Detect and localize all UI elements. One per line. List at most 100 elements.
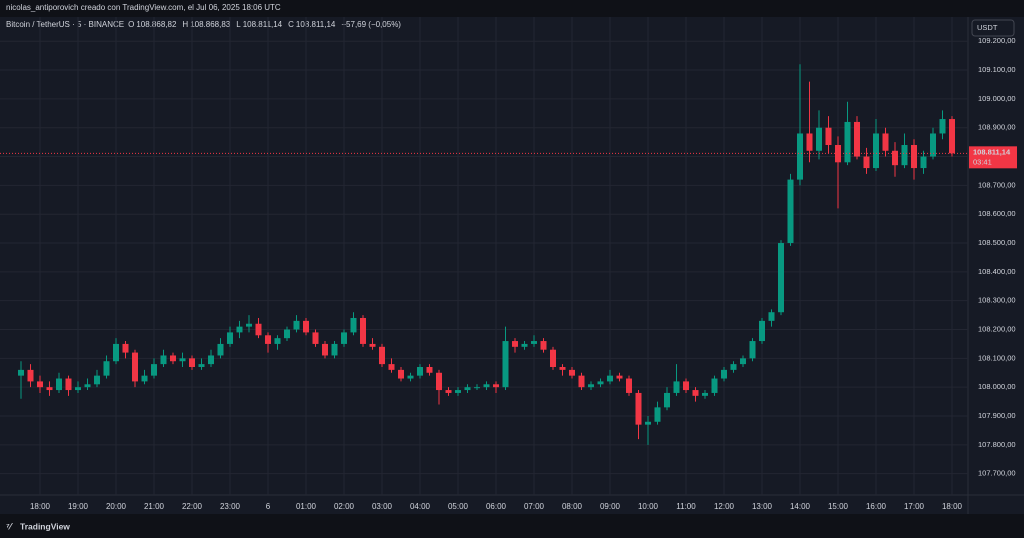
candle-body: [103, 361, 110, 376]
last-price-label: 108.811,14: [973, 147, 1011, 156]
candle-body: [208, 355, 214, 365]
x-tick-label: 23:00: [220, 502, 241, 511]
currency-button[interactable]: [971, 19, 1015, 37]
candle-body: [740, 358, 746, 365]
candle-body: [759, 320, 765, 342]
candle-body: [797, 133, 803, 180]
legend-c-key: C: [288, 20, 294, 29]
candle-body: [474, 387, 480, 389]
x-tick-label: 14:00: [790, 502, 811, 511]
candle-body: [122, 343, 129, 353]
y-tick-label: 108.500,00: [978, 238, 1016, 247]
x-tick-label: 10:00: [638, 502, 659, 511]
candle-body: [531, 341, 537, 344]
candle-body: [445, 390, 452, 393]
x-tick-label: 19:00: [68, 502, 89, 511]
x-tick-label: 09:00: [600, 502, 621, 511]
candle-body: [607, 375, 613, 382]
x-tick-label: 17:00: [904, 502, 925, 511]
candle-body: [873, 133, 879, 169]
candle-body: [160, 355, 167, 365]
candle-body: [749, 341, 756, 359]
x-tick-label: 06:00: [486, 502, 507, 511]
candle-body: [170, 355, 176, 362]
candle-body: [151, 364, 157, 376]
y-tick-label: 108.900,00: [978, 123, 1016, 132]
candle-body: [930, 133, 936, 157]
legend-o-key: O: [128, 20, 134, 29]
candle-body: [588, 384, 594, 388]
logo-mark: ⁷⁄: [6, 521, 14, 531]
x-tick-label: 21:00: [144, 502, 165, 511]
legend-c: 108.811,14: [296, 20, 336, 29]
candle-body: [664, 392, 670, 408]
y-tick-label: 109.000,00: [978, 94, 1016, 103]
candle-body: [550, 349, 556, 367]
candle-body: [597, 381, 604, 385]
candle-body: [455, 390, 461, 393]
candle-body: [939, 119, 946, 134]
legend-h: 108.868,83: [190, 20, 231, 29]
candle-body: [265, 335, 271, 344]
y-tick-label: 108.000,00: [978, 382, 1016, 391]
candle-body: [27, 369, 34, 382]
candle-body: [559, 366, 566, 370]
legend-l-key: L: [236, 20, 241, 29]
candles: [18, 64, 955, 445]
x-tick-label: 18:00: [942, 502, 963, 511]
candle-body: [274, 338, 281, 344]
y-tick-label: 108.700,00: [978, 180, 1016, 189]
candle-body: [75, 387, 81, 391]
y-tick-label: 108.600,00: [978, 209, 1016, 218]
candle-body: [179, 358, 186, 362]
candle-body: [398, 369, 404, 379]
y-tick-label: 107.900,00: [978, 411, 1016, 420]
x-tick-label: 03:00: [372, 502, 393, 511]
candle-body: [246, 323, 252, 327]
x-tick-label: 18:00: [30, 502, 51, 511]
candle-body: [844, 121, 851, 163]
candle-body: [863, 156, 870, 169]
candle-body: [882, 133, 889, 151]
legend: Bitcoin / TetherUS · 5 · BINANCE O 108.868…: [6, 20, 401, 29]
y-tick-label: 107.800,00: [978, 440, 1016, 449]
candle-body: [569, 369, 575, 376]
price-scale: [968, 17, 1024, 514]
x-tick-label: 16:00: [866, 502, 887, 511]
candle-body: [654, 407, 661, 422]
candle-body: [236, 326, 243, 333]
candle-body: [350, 317, 357, 333]
candle-body: [198, 364, 205, 367]
x-tick-label: 6: [266, 502, 271, 511]
candle-body: [816, 127, 822, 151]
legend-l: 108.811,14: [243, 20, 283, 29]
candle-body: [284, 329, 290, 339]
candle-body: [341, 332, 347, 344]
x-tick-label: 11:00: [676, 502, 696, 511]
x-tick-label: 05:00: [448, 502, 469, 511]
candle-body: [379, 346, 385, 365]
countdown: 03:41: [973, 157, 992, 166]
legend-h-key: H: [182, 20, 188, 29]
currency-label[interactable]: USDT: [977, 23, 998, 32]
candle-body: [721, 369, 727, 379]
x-tick-label: 22:00: [182, 502, 203, 511]
candle-body: [806, 133, 813, 151]
candle-body: [417, 366, 423, 376]
x-tick-label: 01:00: [296, 502, 317, 511]
candle-body: [113, 343, 119, 362]
candle-body: [464, 387, 471, 391]
candle-body: [426, 366, 433, 373]
candle-body: [293, 320, 300, 330]
candle-body: [521, 343, 528, 347]
candle-body: [692, 390, 699, 396]
candle-body: [388, 364, 395, 370]
y-tick-label: 108.300,00: [978, 296, 1016, 305]
candle-body: [84, 384, 91, 388]
candle-body: [65, 378, 72, 391]
candle-body: [778, 243, 784, 313]
legend-symbol: Bitcoin / TetherUS · 5 · BINANCE: [6, 20, 124, 29]
candle-body: [141, 375, 148, 382]
